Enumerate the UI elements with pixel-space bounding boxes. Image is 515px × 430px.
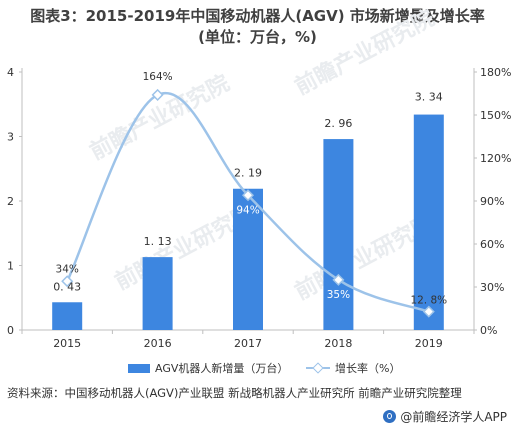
x-tick-label: 2016: [144, 337, 172, 350]
y-right-tick-label: 120%: [480, 152, 511, 165]
growth-value-label: 34%: [56, 263, 79, 275]
legend-bar-label: AGV机器人新增量（万台）: [155, 362, 289, 375]
bar-value-label: 1. 13: [144, 235, 172, 248]
bar: [323, 139, 354, 330]
watermark-text-1: 前瞻产业研究院: [291, 5, 439, 100]
growth-value-label: 94%: [236, 204, 259, 216]
source-note: 资料来源：中国移动机器人(AGV)产业联盟 新战略机器人产业研究所 前瞻产业研究…: [7, 386, 462, 400]
growth-value-label: 164%: [143, 71, 173, 83]
legend: AGV机器人新增量（万台） 增长率（%）: [0, 360, 515, 378]
chart-title-line2: (单位：万台，%): [198, 28, 317, 46]
legend-bar-swatch: [128, 363, 150, 373]
y-right-tick-label: 90%: [480, 195, 504, 208]
y-right-tick-label: 0%: [480, 324, 497, 337]
x-tick-label: 2017: [234, 337, 262, 350]
y-right-tick-label: 150%: [480, 109, 511, 122]
brand-label: @前瞻经济学人APP: [400, 410, 507, 424]
legend-item-bar: AGV机器人新增量（万台）: [128, 360, 288, 376]
y-right-tick-label: 30%: [480, 281, 504, 294]
bar: [52, 302, 83, 330]
legend-item-line: 增长率（%）: [306, 360, 400, 376]
bar: [233, 188, 263, 330]
growth-point: [241, 189, 255, 202]
growth-point: [151, 88, 164, 101]
y-left-tick-label: 2: [7, 195, 14, 208]
bar: [413, 114, 444, 330]
brand: @前瞻经济学人APP: [383, 408, 507, 425]
growth-line: [66, 91, 430, 313]
bar-value-label: 2. 96: [324, 117, 352, 130]
legend-line-label: 增长率（%）: [335, 362, 401, 375]
bar-value-label: 0. 43: [53, 280, 81, 293]
x-tick-label: 2015: [53, 337, 81, 350]
bar-value-label: 2. 19: [234, 167, 262, 180]
chart-title-line1: 图表3：2015-2019年中国移动机器人(AGV) 市场新增量及增长率: [30, 7, 485, 25]
growth-point: [61, 275, 74, 288]
growth-point: [422, 305, 435, 318]
chart-title: 图表3：2015-2019年中国移动机器人(AGV) 市场新增量及增长率 (单位…: [0, 6, 515, 48]
growth-value-label: 35%: [327, 289, 350, 301]
bar-value-label: 3. 34: [415, 91, 443, 104]
growth-value-label: 12. 8%: [410, 295, 447, 307]
x-tick-label: 2018: [324, 337, 352, 350]
y-left-tick-label: 3: [7, 131, 14, 144]
y-left-tick-label: 1: [7, 260, 14, 273]
x-tick-label: 2019: [415, 337, 443, 350]
y-right-tick-label: 60%: [480, 238, 504, 251]
y-left-tick-label: 4: [7, 66, 14, 79]
y-right-tick-label: 180%: [480, 66, 511, 79]
y-left-tick-label: 0: [7, 324, 14, 337]
watermark-text-0: 前瞻产业研究院: [86, 70, 234, 165]
legend-line-swatch: [306, 363, 330, 373]
growth-point: [332, 273, 345, 286]
brand-logo-icon: [383, 410, 397, 423]
bar: [142, 257, 173, 330]
